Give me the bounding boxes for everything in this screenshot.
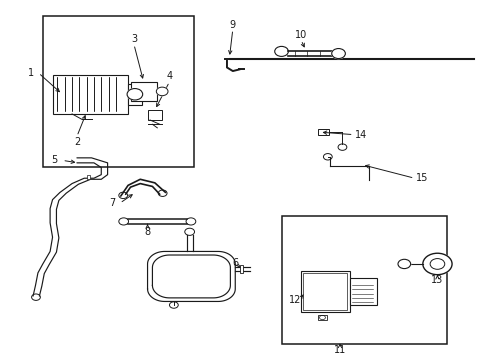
Text: 15: 15 xyxy=(416,173,428,183)
Text: 8: 8 xyxy=(145,227,150,237)
Circle shape xyxy=(398,259,411,269)
Bar xyxy=(303,273,347,310)
Text: 2: 2 xyxy=(74,138,80,148)
Text: 9: 9 xyxy=(230,19,236,30)
Text: 10: 10 xyxy=(295,30,307,40)
Text: 7: 7 xyxy=(110,198,116,208)
Circle shape xyxy=(423,253,452,275)
Text: 12: 12 xyxy=(289,295,301,305)
Bar xyxy=(350,278,376,305)
Bar xyxy=(87,175,90,179)
Bar xyxy=(147,110,162,120)
Bar xyxy=(43,16,194,167)
Bar xyxy=(130,82,157,102)
Circle shape xyxy=(275,46,288,57)
Bar xyxy=(282,216,447,344)
Bar xyxy=(52,75,128,114)
Text: 13: 13 xyxy=(431,275,443,285)
Bar xyxy=(318,315,327,320)
Bar xyxy=(128,84,142,105)
Text: 4: 4 xyxy=(167,71,172,81)
Text: 1: 1 xyxy=(28,68,34,78)
Bar xyxy=(240,265,243,273)
Text: 3: 3 xyxy=(131,34,137,44)
Text: 5: 5 xyxy=(51,156,57,165)
Bar xyxy=(318,129,329,135)
Circle shape xyxy=(430,258,445,269)
Text: 14: 14 xyxy=(355,130,367,140)
Circle shape xyxy=(156,87,168,96)
Bar xyxy=(301,271,350,312)
Text: 11: 11 xyxy=(334,345,346,355)
Circle shape xyxy=(332,49,345,59)
Text: 6: 6 xyxy=(233,258,239,268)
Circle shape xyxy=(127,89,143,100)
